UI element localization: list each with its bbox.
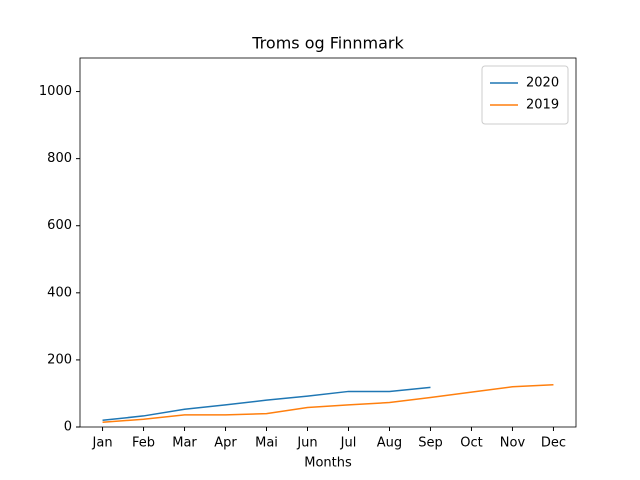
x-tick-label: Jun <box>296 436 317 451</box>
x-tick-label: Sep <box>418 436 443 451</box>
y-tick-label: 0 <box>64 420 72 435</box>
legend-label: 2020 <box>526 76 559 91</box>
y-tick-label: 800 <box>47 151 72 166</box>
x-tick-label: Oct <box>460 436 482 451</box>
legend-box <box>481 65 569 125</box>
legend-label: 2019 <box>526 98 559 113</box>
x-tick-label: Jul <box>340 436 357 451</box>
axes-frame <box>79 57 577 428</box>
x-tick-label: Apr <box>214 436 237 451</box>
line <box>102 383 554 424</box>
x-tick-label: Mar <box>172 436 197 451</box>
y-tick-label: 1000 <box>39 84 72 99</box>
x-tick-label: Aug <box>377 436 402 451</box>
line <box>102 386 431 422</box>
y-tick-label: 600 <box>47 218 72 233</box>
y-tick-label: 200 <box>47 352 72 367</box>
x-tick-label: Nov <box>500 436 526 451</box>
x-tick-label: Feb <box>132 436 155 451</box>
x-tick-label: Dec <box>541 436 566 451</box>
y-tick-label: 400 <box>47 285 72 300</box>
x-tick-label: Jan <box>92 436 113 451</box>
x-axis-label: Months <box>304 456 352 471</box>
chart-title: Troms og Finnmark <box>251 34 404 53</box>
x-tick-label: Mai <box>255 436 278 451</box>
